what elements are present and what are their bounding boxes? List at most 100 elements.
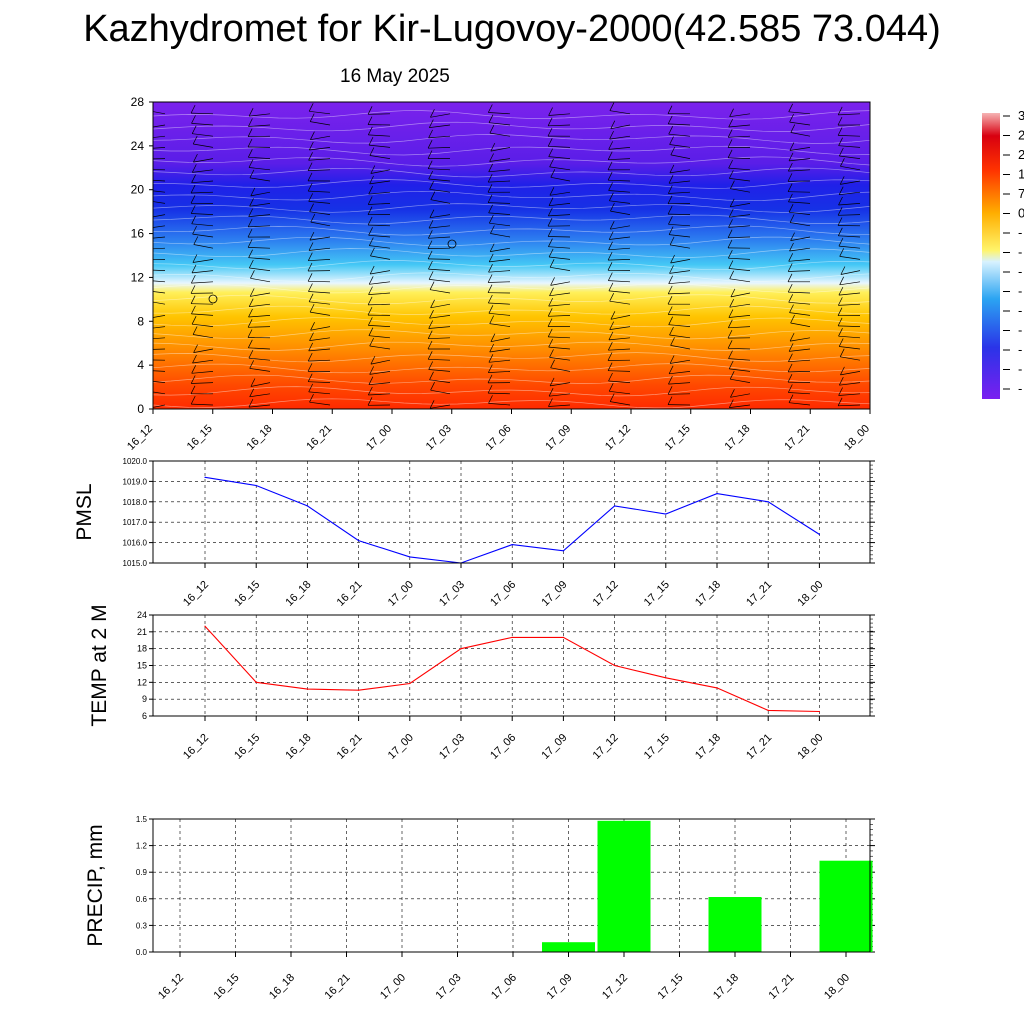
- wind-barb-flag: [728, 219, 733, 228]
- wind-barb-flag: [191, 305, 196, 315]
- wind-barb: [730, 203, 751, 208]
- wind-barb-flag: [787, 173, 793, 182]
- wind-barb-flag: [369, 337, 375, 347]
- wind-barb: [191, 123, 214, 126]
- wind-barb-flag: [190, 184, 196, 194]
- wind-barb: [153, 315, 166, 318]
- wind-barb: [430, 289, 451, 294]
- temp-2m-point: [255, 681, 257, 683]
- x-tick-label: 16_18: [283, 579, 313, 609]
- wind-barb: [788, 259, 811, 262]
- wind-barb: [430, 199, 451, 204]
- temp-2m-point: [665, 677, 667, 679]
- wind-barb: [789, 348, 811, 352]
- wind-barb-flag: [667, 205, 673, 215]
- wind-barb-flag: [670, 337, 675, 346]
- wind-barb: [429, 124, 451, 128]
- wind-barb-flag: [191, 164, 197, 173]
- wind-barb: [153, 381, 166, 383]
- wind-barb-flag: [729, 371, 735, 380]
- wind-barb-flag: [788, 294, 794, 303]
- wind-barb: [429, 214, 451, 219]
- wind-barb-flag: [549, 287, 554, 296]
- wind-barb-flag: [370, 355, 376, 365]
- wind-barb: [729, 113, 751, 118]
- wind-barb-flag: [428, 361, 434, 370]
- wind-barb-flag: [145, 192, 149, 200]
- wind-barb-flag: [548, 388, 554, 397]
- colorbar-label: 0: [1018, 206, 1024, 221]
- wind-barb: [192, 323, 214, 327]
- temp-2m-ylabel: TEMP at 2 M: [88, 604, 111, 726]
- wind-barb-flag: [428, 260, 433, 270]
- wind-barb: [248, 315, 271, 318]
- wind-barb: [309, 301, 331, 305]
- calm-marker: [447, 239, 457, 249]
- temp-2m-point: [614, 664, 616, 667]
- wind-barb: [788, 158, 811, 162]
- wind-barb-flag: [488, 215, 494, 224]
- wind-barb-flag: [190, 385, 196, 394]
- wind-barb: [610, 225, 631, 230]
- wind-barb-flag: [730, 288, 736, 298]
- wind-barb: [488, 122, 511, 126]
- wind-barb: [368, 144, 391, 148]
- colorbar-label: 2: [1018, 128, 1024, 143]
- wind-barb: [153, 337, 166, 340]
- wind-barb-flag: [191, 365, 197, 374]
- wind-barb: [153, 326, 166, 329]
- wind-barb-flag: [608, 231, 614, 240]
- wind-barb: [608, 147, 631, 150]
- wind-barb-flag: [788, 103, 794, 112]
- contour-line: [153, 386, 870, 397]
- wind-barb: [369, 180, 391, 185]
- wind-barb: [368, 134, 391, 137]
- wind-barb-flag: [607, 172, 613, 181]
- colorbar-label: -: [1018, 303, 1022, 318]
- wind-barb-flag: [248, 308, 253, 318]
- wind-barb: [250, 277, 271, 283]
- wind-barb-flag: [190, 375, 196, 384]
- wind-barb: [249, 368, 271, 372]
- wind-barb: [668, 180, 691, 184]
- wind-barb-flag: [308, 293, 314, 302]
- contour-lines: [153, 110, 870, 409]
- wind-barb-flag: [367, 106, 373, 115]
- wind-barb-flag: [668, 316, 674, 325]
- wind-barb: [669, 270, 691, 274]
- wind-barb-flag: [727, 229, 733, 238]
- x-tick-label: 16_21: [335, 732, 365, 762]
- wind-barb: [193, 244, 214, 249]
- wind-barb-flag: [429, 181, 434, 190]
- contour-line: [153, 156, 870, 167]
- wind-barb: [428, 178, 451, 182]
- wind-barb-flag: [609, 393, 615, 402]
- wind-barb-flag: [548, 197, 554, 206]
- wind-barb-flag: [369, 366, 375, 375]
- wind-barb: [429, 188, 451, 193]
- pmsl-point: [614, 505, 616, 507]
- wind-barb: [153, 236, 166, 239]
- wind-barb: [728, 315, 751, 318]
- wind-barb-flag: [428, 320, 434, 329]
- wind-barb: [248, 347, 271, 350]
- contour-line: [153, 134, 870, 144]
- wind-barb-flag: [248, 118, 253, 127]
- wind-barb-flag: [669, 265, 674, 274]
- wind-barb-flag: [144, 331, 148, 339]
- wind-barb: [193, 348, 214, 353]
- wind-barb: [308, 247, 331, 251]
- wind-barb: [368, 191, 391, 195]
- wind-barbs: [144, 102, 861, 409]
- wind-barb-flag: [488, 204, 493, 214]
- wind-barb: [488, 392, 511, 395]
- wind-barb-flag: [607, 352, 613, 361]
- wind-barb: [839, 382, 861, 386]
- wind-barb-flag: [144, 231, 148, 239]
- colorbar-labels: 3 2 2 1 7 0 - - - - - - - - -: [1003, 108, 1024, 396]
- wind-barb-flag: [367, 317, 373, 326]
- contour-line: [153, 374, 870, 384]
- wind-barb-flag: [192, 254, 198, 263]
- wind-barb: [490, 233, 511, 238]
